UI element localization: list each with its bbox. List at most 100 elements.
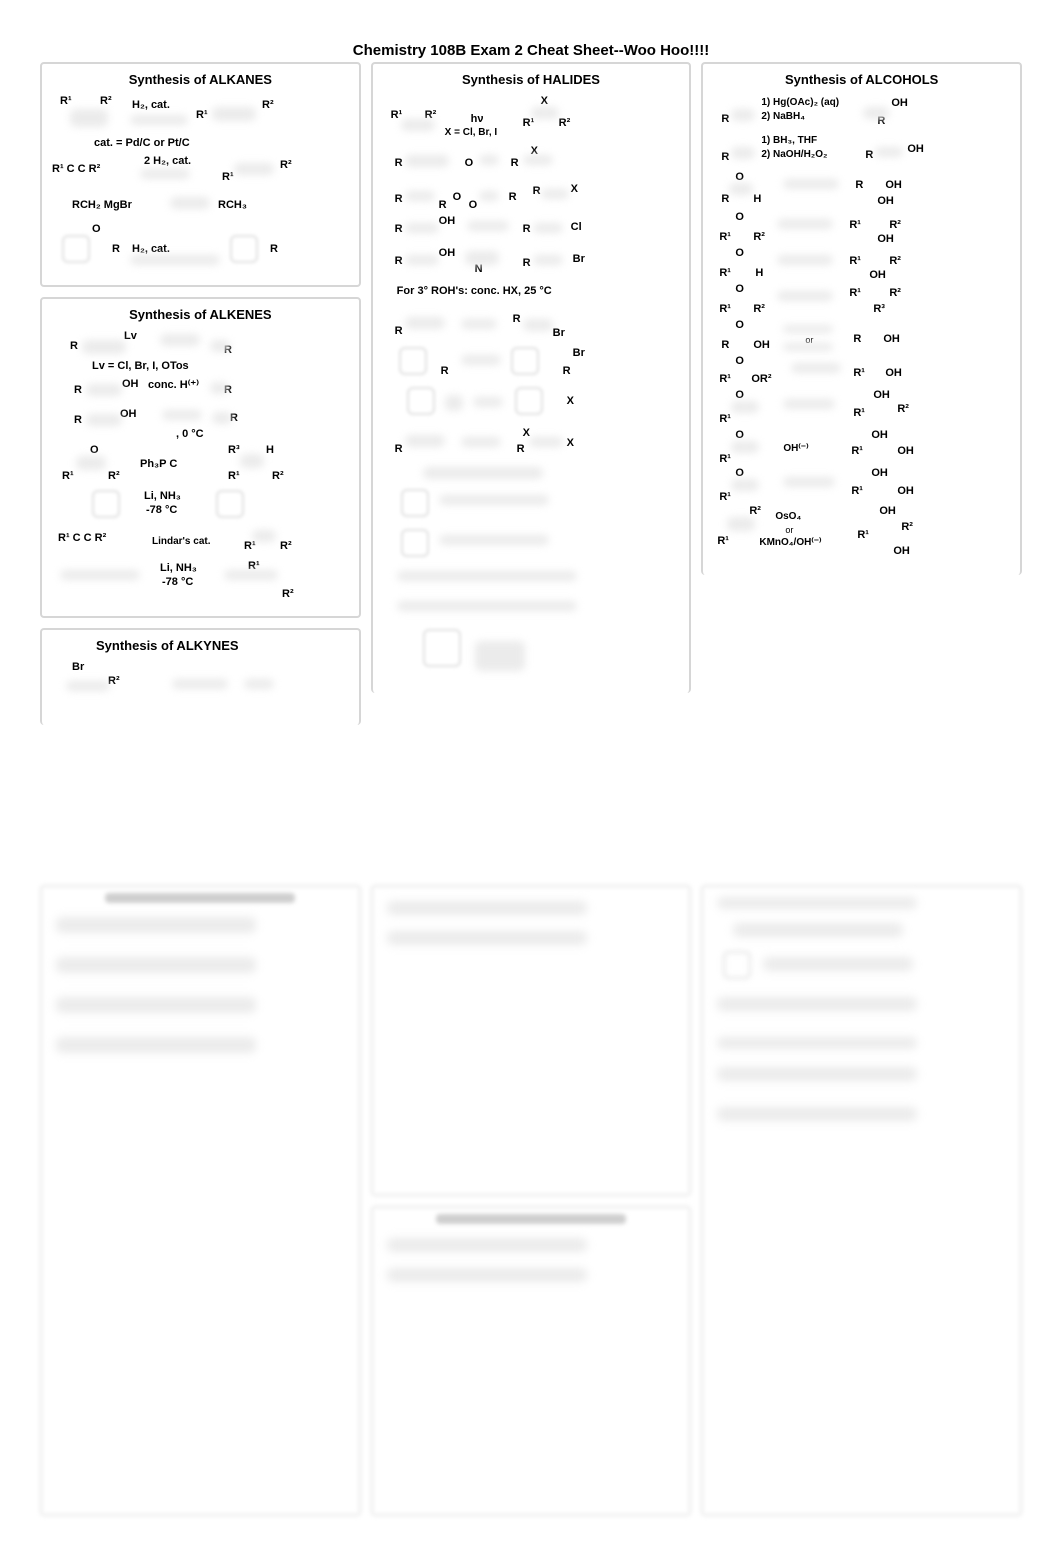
panel-title: Synthesis of ALKYNES [52, 638, 349, 653]
label: X [541, 95, 548, 107]
label: OH [885, 367, 902, 379]
label: R³ [873, 303, 885, 315]
label: R [395, 443, 403, 455]
blurred-panel [701, 885, 1022, 1516]
blurred-panel [371, 885, 692, 1196]
note: Lv = Cl, Br, I, OTos [92, 360, 189, 372]
reagent: Ph₃P C [140, 458, 177, 470]
reaction-row: R OH R , 0 °C [52, 406, 349, 444]
reaction-row: O R H R OH OH [713, 171, 1010, 211]
label: R [853, 333, 861, 345]
label: R [395, 255, 403, 267]
label: R¹ C C R² [52, 163, 100, 175]
note: For 3° ROH's: conc. HX, 25 °C [397, 285, 552, 297]
label: OH [869, 269, 886, 281]
label: OH [891, 97, 908, 109]
reaction-row: R R O O R R X [383, 179, 680, 213]
reaction-row: O R OH or R OH [713, 319, 1010, 355]
label: O [92, 223, 101, 235]
label: R² [100, 95, 112, 107]
reaction-row: Br R² [52, 661, 349, 695]
label: R [395, 157, 403, 169]
label: O [735, 429, 744, 441]
panel-alkenes: Synthesis of ALKENES R Lv R Lv = Cl, Br,… [40, 297, 361, 618]
label: R¹ [391, 109, 403, 121]
reaction-row: O R H₂, cat. R [52, 223, 349, 273]
label: R² [280, 159, 292, 171]
label: R¹ [851, 485, 863, 497]
reagent: conc. H⁽⁺⁾ [148, 378, 199, 391]
reaction-row: O R¹ OH R¹ R² [713, 389, 1010, 429]
label: R¹ [719, 453, 731, 465]
label: R¹ [228, 470, 240, 482]
reagent: OsO₄ [775, 511, 801, 522]
label: H [266, 444, 274, 456]
label: R² [889, 287, 901, 299]
reaction-row: O R¹ R² Ph₃P C R³ H R¹ R² [52, 444, 349, 486]
label: O [735, 247, 744, 259]
label: R¹ [719, 267, 731, 279]
label: R [517, 443, 525, 455]
reagent: -78 °C [162, 576, 193, 588]
reagent: 2) NaOH/H₂O₂ [761, 149, 827, 160]
label: Br [573, 253, 585, 265]
reaction-row: R² R¹ OsO₄ or KMnO₄/OH⁽⁻⁾ OH R¹ R² OH [713, 505, 1010, 563]
label: R [74, 414, 82, 426]
panel-title: Synthesis of ALKENES [52, 307, 349, 322]
label: R¹ C C R² [58, 532, 106, 544]
reagent: H₂, cat. [132, 243, 170, 255]
reaction-row: R¹ C C R² 2 H₂, cat. R¹ R² [52, 153, 349, 193]
label: O [735, 467, 744, 479]
label: OH [879, 505, 896, 517]
label: R² [559, 117, 571, 129]
label: Br [72, 661, 84, 673]
panel-alcohols: Synthesis of ALCOHOLS R 1) Hg(OAc)₂ (aq)… [701, 62, 1022, 575]
reagent: H₂, cat. [132, 99, 170, 111]
reaction-row: R O R X [383, 145, 680, 179]
reaction-row: R 1) Hg(OAc)₂ (aq) 2) NaBH₄ OH R [713, 95, 1010, 135]
reaction-row: RCH₂ MgBr RCH₃ [52, 193, 349, 223]
label: OH [120, 408, 137, 420]
column-2: Synthesis of HALIDES R¹ R² hν X = Cl, Br… [371, 62, 692, 735]
page-title: Chemistry 108B Exam 2 Cheat Sheet--Woo H… [0, 42, 1062, 59]
panel-title: Synthesis of HALIDES [383, 72, 680, 87]
reaction-row: O R¹ H R¹ R² OH [713, 247, 1010, 283]
label: OH [897, 445, 914, 457]
reaction-row: O R¹ OR² R¹ OH [713, 355, 1010, 389]
label: RCH₃ [218, 199, 247, 211]
label: R¹ [523, 117, 535, 129]
label: R [511, 157, 519, 169]
note: , 0 °C [176, 428, 204, 440]
label: R [395, 325, 403, 337]
label: R¹ [853, 367, 865, 379]
label: R¹ [849, 219, 861, 231]
label: OH [885, 179, 902, 191]
label: R [721, 151, 729, 163]
columns: Synthesis of ALKANES R² R¹ H₂, cat. R¹ R… [40, 62, 1022, 735]
label: R [70, 340, 78, 352]
label: R¹ [851, 445, 863, 457]
label: X [523, 427, 530, 439]
reagent: or [785, 525, 793, 535]
reagent: 1) Hg(OAc)₂ (aq) [761, 97, 839, 108]
reaction-row: R 1) BH₃, THF 2) NaOH/H₂O₂ R OH [713, 135, 1010, 171]
label: RCH₂ MgBr [72, 199, 132, 211]
label: Br [553, 327, 565, 339]
label: X [567, 395, 574, 407]
label: R¹ [857, 529, 869, 541]
panel-title: Synthesis of ALKANES [52, 72, 349, 87]
label: R [523, 257, 531, 269]
label: R [721, 113, 729, 125]
label: R¹ [719, 491, 731, 503]
lower-blurred-region [40, 885, 1022, 1516]
panel-alkanes: Synthesis of ALKANES R² R¹ H₂, cat. R¹ R… [40, 62, 361, 287]
panel-alkynes: Synthesis of ALKYNES Br R² [40, 628, 361, 725]
blurred-panel [40, 885, 361, 1516]
reaction-row: R OH conc. H⁽⁺⁾ R [52, 376, 349, 406]
label: O [735, 355, 744, 367]
label: R¹ [717, 535, 729, 547]
label: H [753, 193, 761, 205]
column-1: Synthesis of ALKANES R² R¹ H₂, cat. R¹ R… [40, 62, 361, 735]
label: R [74, 384, 82, 396]
blurred-panel [371, 1206, 692, 1517]
